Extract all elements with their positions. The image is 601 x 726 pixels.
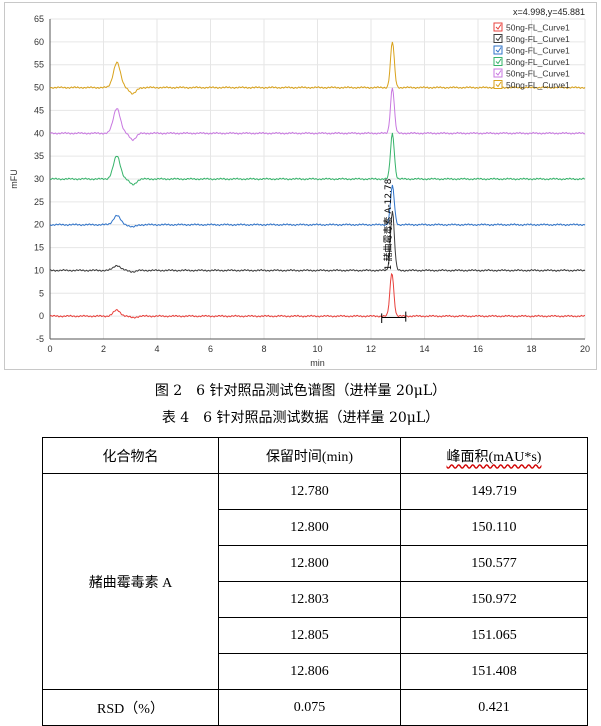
legend: 50ng-FL_Curve150ng-FL_Curve150ng-FL_Curv… — [493, 22, 570, 90]
checkmark-icon — [495, 24, 502, 30]
table-row: 12.800 150.577 — [43, 545, 588, 582]
x-tick-label: 10 — [312, 344, 322, 354]
x-tick-label: 6 — [208, 344, 213, 354]
rt-cell: 12.803 — [218, 581, 401, 618]
rsd-row: RSD（%） 0.075 0.421 — [42, 689, 588, 726]
rsd-rt-cell: 0.075 — [218, 689, 401, 726]
y-tick-label: 5 — [39, 288, 44, 298]
legend-swatch — [493, 45, 503, 55]
y-tick-label: 30 — [34, 174, 44, 184]
header-compound: 化合物名 — [42, 437, 219, 474]
legend-swatch — [493, 68, 503, 78]
rt-cell: 12.800 — [218, 545, 401, 582]
series-line — [50, 87, 586, 142]
x-tick-label: 0 — [47, 344, 52, 354]
y-tick-label: 35 — [34, 151, 44, 161]
legend-swatch — [493, 22, 503, 32]
legend-label: 50ng-FL_Curve1 — [506, 69, 570, 79]
area-cell: 149.719 — [400, 473, 588, 510]
checkmark-icon — [495, 58, 502, 65]
rsd-label-cell: RSD（%） — [42, 689, 219, 726]
checkmark-icon — [495, 35, 502, 42]
y-tick-label: 25 — [34, 197, 44, 207]
x-tick-label: 8 — [261, 344, 266, 354]
checkmark-icon — [495, 81, 502, 88]
header-peak-area: 峰面积(mAU*s) — [400, 437, 588, 474]
y-tick-label: -5 — [36, 334, 44, 344]
x-tick-label: 2 — [101, 344, 106, 354]
y-tick-label: 20 — [34, 220, 44, 230]
y-tick-label: 50 — [34, 83, 44, 93]
table-row: 12.800 150.110 — [43, 509, 588, 546]
y-axis-label: mFU — [9, 169, 19, 189]
x-axis-label: min — [310, 358, 325, 368]
table-header-row: 化合物名 保留时间(min) 峰面积(mAU*s) — [42, 437, 588, 474]
rt-cell: 12.805 — [218, 617, 401, 654]
table-row: 12.803 150.972 — [43, 581, 588, 618]
rt-cell: 12.806 — [218, 653, 401, 690]
series-line — [49, 272, 586, 319]
checkmark-icon — [495, 47, 502, 53]
table-caption: 表 4 6 针对照品测试数据（进样量 20μL） — [161, 410, 440, 426]
x-tick-label: 12 — [366, 344, 376, 354]
header-peak-area-text: 峰面积(mAU*s) — [446, 449, 542, 465]
compound-name-cell: 赭曲霉毒素 A — [42, 473, 219, 690]
table-row: 赭曲霉毒素 A 12.780 149.719 — [42, 473, 588, 690]
y-tick-label: 10 — [34, 265, 44, 275]
area-cell: 151.408 — [400, 653, 588, 690]
y-tick-label: 15 — [34, 243, 44, 253]
table-row: 12.805 151.065 — [43, 617, 588, 654]
area-cell: 150.972 — [400, 581, 588, 618]
rsd-area-cell: 0.421 — [400, 689, 588, 726]
series-line — [49, 184, 586, 228]
y-tick-label: 55 — [34, 60, 44, 70]
legend-label: 50ng-FL_Curve1 — [506, 46, 570, 56]
legend-label: 50ng-FL_Curve1 — [506, 80, 570, 90]
area-cell: 151.065 — [400, 617, 588, 654]
area-cell: 150.110 — [400, 509, 588, 546]
series-line — [49, 210, 586, 274]
legend-swatch — [493, 34, 503, 43]
x-tick-label: 4 — [154, 344, 159, 354]
x-tick-label: 16 — [473, 344, 483, 354]
rt-cell: 12.800 — [218, 509, 401, 546]
checkmark-icon — [495, 70, 502, 76]
x-tick-label: 20 — [580, 344, 590, 354]
legend-swatch — [493, 80, 503, 89]
y-tick-label: 45 — [34, 105, 44, 115]
rt-cell: 12.780 — [218, 473, 401, 510]
legend-swatch — [493, 57, 503, 66]
peak-annotation-label: 1-赭曲霉毒素 A-12.78 — [382, 178, 394, 270]
area-cell: 150.577 — [400, 545, 588, 582]
series-line — [49, 132, 586, 186]
cursor-readout: x=4.998,y=45.881 — [513, 7, 585, 17]
legend-label: 50ng-FL_Curve1 — [506, 23, 570, 33]
x-tick-label: 14 — [419, 344, 429, 354]
figure-caption: 图 2 6 针对照品测试色谱图（进样量 20μL） — [154, 383, 447, 399]
y-tick-label: 0 — [39, 311, 44, 321]
chromatogram-panel: 0 2 4 6 8 10 12 14 16 18 20 -5 0 5 10 15 20 25 30 35 40 45 50 5… — [4, 2, 597, 370]
header-retention-time: 保留时间(min) — [218, 437, 401, 474]
legend-label: 50ng-FL_Curve1 — [506, 57, 570, 67]
retention-area-table: 化合物名 保留时间(min) 峰面积(mAU*s) 赭曲霉毒素 A 12.780… — [42, 437, 588, 726]
legend-label: 50ng-FL_Curve1 — [506, 34, 570, 44]
y-tick-label: 60 — [34, 37, 44, 47]
x-tick-label: 18 — [526, 344, 536, 354]
y-tick-label: 40 — [34, 128, 44, 138]
y-tick-label: 65 — [34, 14, 44, 24]
chromatogram-chart: 0 2 4 6 8 10 12 14 16 18 20-5051015202530354045505… — [9, 7, 590, 368]
